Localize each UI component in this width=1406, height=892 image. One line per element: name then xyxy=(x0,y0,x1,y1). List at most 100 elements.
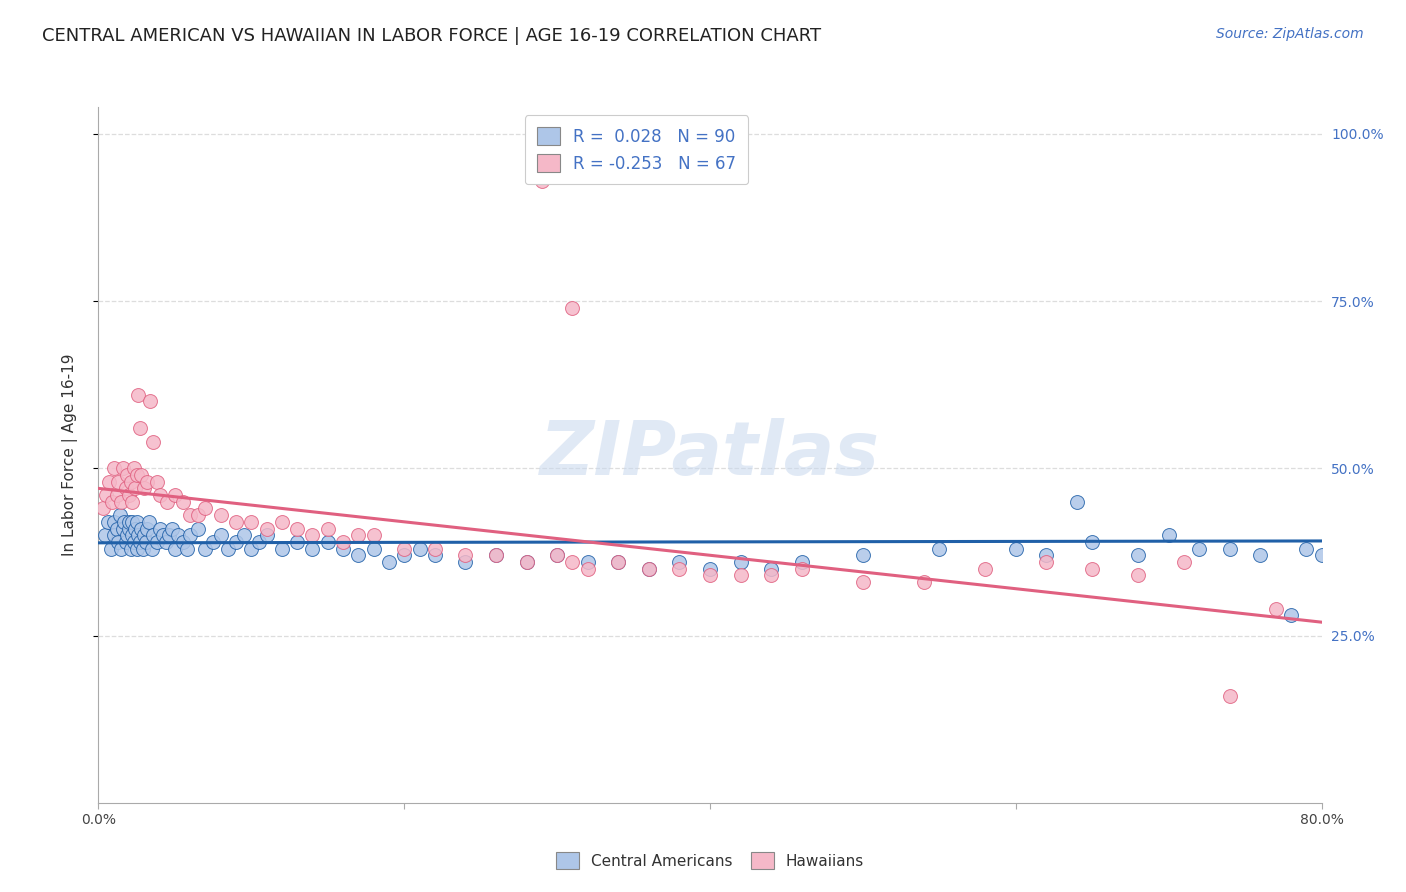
Point xyxy=(115,535,138,549)
Point xyxy=(124,521,146,535)
Point xyxy=(142,434,165,449)
Point xyxy=(187,521,209,535)
Point xyxy=(576,562,599,576)
Point xyxy=(928,541,950,556)
Point xyxy=(454,555,477,569)
Point xyxy=(156,494,179,508)
Point xyxy=(179,528,201,542)
Point xyxy=(103,515,125,529)
Point xyxy=(852,548,875,563)
Point xyxy=(136,521,159,535)
Point xyxy=(1081,535,1104,549)
Point xyxy=(225,515,247,529)
Point xyxy=(240,515,263,529)
Point xyxy=(155,535,177,549)
Point xyxy=(256,521,278,535)
Point xyxy=(139,394,162,409)
Point xyxy=(128,421,150,435)
Y-axis label: In Labor Force | Age 16-19: In Labor Force | Age 16-19 xyxy=(62,353,77,557)
Point xyxy=(107,535,129,549)
Point xyxy=(125,515,148,529)
Point xyxy=(141,541,163,556)
Point xyxy=(730,568,752,582)
Point xyxy=(135,535,157,549)
Point xyxy=(1173,555,1195,569)
Point xyxy=(912,575,935,590)
Point xyxy=(187,508,209,523)
Point xyxy=(157,528,180,542)
Point xyxy=(120,475,142,489)
Point xyxy=(607,555,630,569)
Point xyxy=(97,515,120,529)
Point xyxy=(1188,541,1211,556)
Point xyxy=(138,515,160,529)
Point xyxy=(546,548,568,563)
Point xyxy=(172,494,194,508)
Point xyxy=(790,555,813,569)
Point xyxy=(301,541,323,556)
Point xyxy=(454,548,477,563)
Point xyxy=(127,528,149,542)
Point xyxy=(94,488,117,502)
Point xyxy=(392,541,416,556)
Point xyxy=(240,541,263,556)
Point xyxy=(98,475,121,489)
Point xyxy=(607,555,630,569)
Point xyxy=(134,528,156,542)
Point xyxy=(194,541,217,556)
Point xyxy=(122,461,145,475)
Point xyxy=(790,562,813,576)
Point xyxy=(1066,494,1088,508)
Point xyxy=(167,528,190,542)
Point xyxy=(668,555,690,569)
Point xyxy=(247,535,270,549)
Text: ZIPatlas: ZIPatlas xyxy=(540,418,880,491)
Point xyxy=(118,521,141,535)
Point xyxy=(160,521,183,535)
Point xyxy=(163,541,186,556)
Point xyxy=(101,494,124,508)
Point xyxy=(127,388,149,402)
Point xyxy=(121,528,143,542)
Point xyxy=(347,548,370,563)
Point xyxy=(111,461,134,475)
Point xyxy=(111,521,134,535)
Point xyxy=(105,521,128,535)
Point xyxy=(152,528,174,542)
Point xyxy=(209,528,232,542)
Point xyxy=(423,548,446,563)
Point xyxy=(1279,608,1302,623)
Point xyxy=(122,535,145,549)
Point xyxy=(637,562,661,576)
Point xyxy=(530,173,553,188)
Point xyxy=(128,535,150,549)
Point xyxy=(176,541,198,556)
Point xyxy=(217,541,239,556)
Point xyxy=(107,475,129,489)
Point xyxy=(1035,555,1057,569)
Point xyxy=(301,528,323,542)
Point xyxy=(637,562,661,576)
Point xyxy=(209,508,232,523)
Point xyxy=(516,555,538,569)
Point xyxy=(332,535,354,549)
Point xyxy=(163,488,186,502)
Point xyxy=(316,535,339,549)
Point xyxy=(149,521,172,535)
Point xyxy=(149,488,172,502)
Point xyxy=(561,301,583,315)
Point xyxy=(1157,528,1180,542)
Point xyxy=(1004,541,1026,556)
Point xyxy=(125,541,148,556)
Point xyxy=(91,501,114,516)
Point xyxy=(110,494,132,508)
Point xyxy=(108,508,131,523)
Point xyxy=(132,541,155,556)
Point xyxy=(270,515,292,529)
Point xyxy=(485,548,508,563)
Point xyxy=(1219,541,1241,556)
Point xyxy=(1035,548,1057,563)
Point xyxy=(363,528,385,542)
Point xyxy=(1264,602,1286,616)
Point xyxy=(232,528,254,542)
